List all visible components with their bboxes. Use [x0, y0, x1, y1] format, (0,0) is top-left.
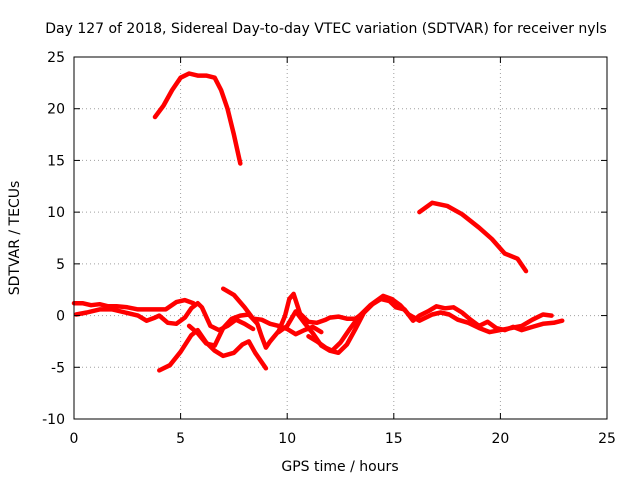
x-tick-label: 15 — [385, 431, 403, 447]
y-tick-label: -5 — [51, 360, 65, 376]
y-tick-label: 5 — [56, 257, 65, 273]
y-tick-label: 0 — [56, 309, 65, 325]
y-tick-label: 25 — [47, 50, 65, 66]
series-line-arc-c — [71, 297, 196, 312]
x-tick-label: 0 — [70, 431, 79, 447]
y-tick-label: 20 — [47, 102, 65, 118]
series-line-arc-i — [306, 293, 554, 353]
x-axis-ticks: 0 5 10 15 20 25 — [70, 57, 616, 447]
series-line-arc-b — [417, 200, 529, 274]
chart-title: Day 127 of 2018, Sidereal Day-to-day VTE… — [45, 21, 607, 37]
series-line-arc-a — [152, 71, 243, 166]
data-series — [71, 71, 565, 373]
x-tick-label: 20 — [491, 431, 509, 447]
series-line-arc-f — [220, 286, 324, 337]
grid-lines — [74, 57, 607, 419]
x-tick-label: 25 — [598, 431, 616, 447]
y-axis-label: SDTVAR / TECUs — [7, 181, 23, 296]
x-tick-label: 5 — [176, 431, 185, 447]
series-line-arc-e — [157, 327, 269, 373]
y-tick-label: 10 — [47, 205, 65, 221]
y-tick-label: 15 — [47, 153, 65, 169]
x-tick-label: 10 — [278, 431, 296, 447]
y-axis-ticks: -10 -5 0 5 10 15 20 25 — [42, 50, 607, 428]
plot-frame — [73, 56, 608, 420]
y-tick-label: -10 — [42, 412, 65, 428]
x-axis-label: GPS time / hours — [281, 459, 398, 475]
